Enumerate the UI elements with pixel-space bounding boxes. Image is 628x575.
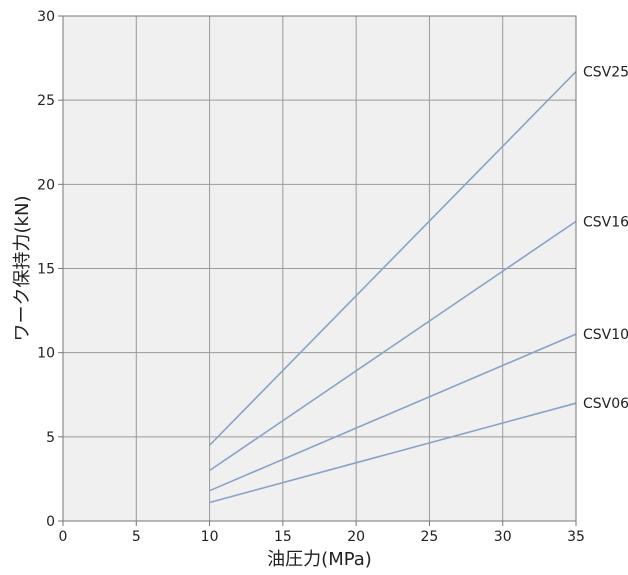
x-tick-label: 15 (274, 529, 292, 545)
x-tick-label: 30 (494, 529, 512, 545)
y-tick-label: 10 (37, 346, 55, 362)
y-tick-label: 5 (46, 430, 55, 446)
y-tick-label: 20 (37, 177, 55, 193)
y-tick-label: 0 (46, 514, 55, 530)
series-line-csv25 (209, 70, 577, 446)
y-tick-label: 25 (37, 93, 55, 109)
y-tick-labels: 0 5 10 15 20 25 30 (37, 9, 63, 530)
x-axis-title: 油圧力(MPa) (267, 549, 372, 570)
horizontal-gridlines (63, 99, 576, 438)
x-tick-label: 5 (132, 529, 141, 545)
series-line-csv10 (209, 333, 577, 492)
series-lines (209, 70, 577, 504)
series-line-csv16 (209, 220, 577, 472)
x-tick-label: 25 (421, 529, 439, 545)
series-label-csv06: CSV06 (583, 396, 628, 412)
series-label-csv16: CSV16 (583, 214, 628, 230)
x-tick-label: 20 (347, 529, 365, 545)
series-labels: CSV25 CSV16 CSV10 CSV06 (583, 65, 628, 413)
y-tick-label: 15 (37, 262, 55, 278)
x-tick-label: 10 (201, 529, 219, 545)
y-axis-title: ワーク保持力(kN) (12, 196, 33, 342)
series-label-csv25: CSV25 (583, 65, 628, 81)
x-tick-labels: 0 5 10 15 20 25 30 35 (59, 521, 585, 545)
series-line-csv06 (209, 402, 577, 504)
y-tick-label: 30 (37, 9, 55, 25)
x-tick-label: 0 (59, 529, 68, 545)
series-label-csv10: CSV10 (583, 327, 628, 343)
x-tick-label: 35 (567, 529, 585, 545)
